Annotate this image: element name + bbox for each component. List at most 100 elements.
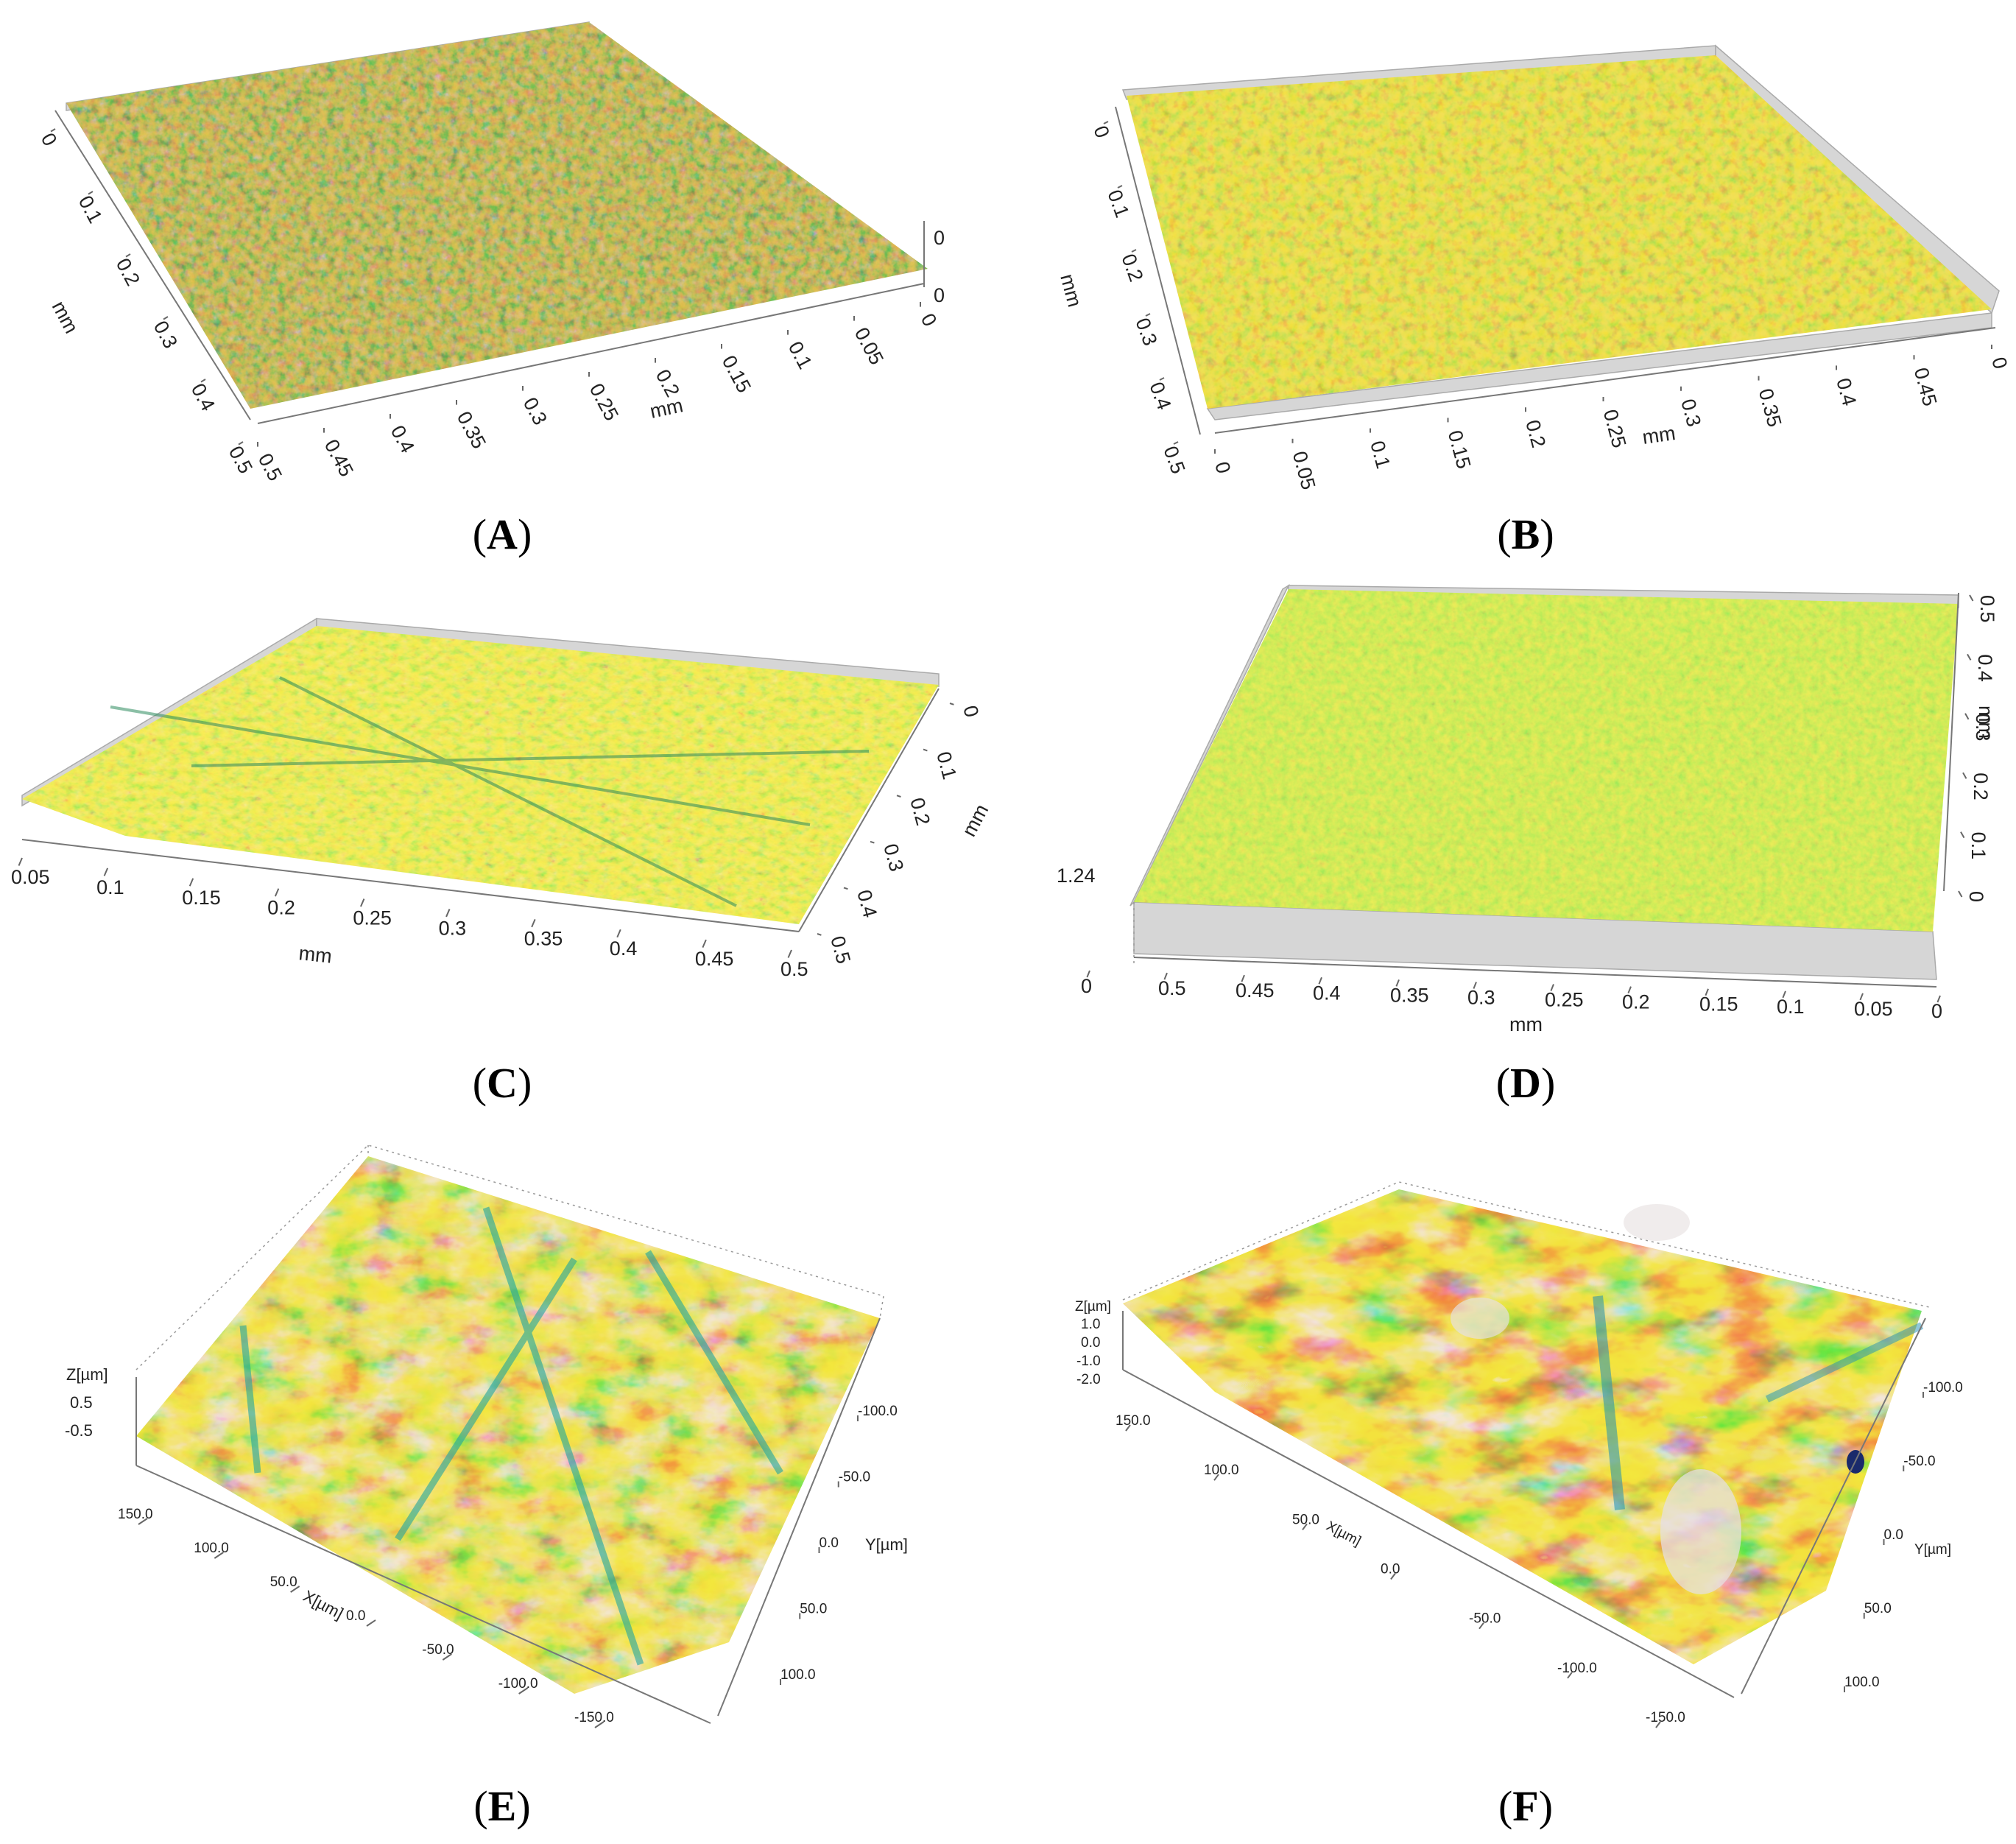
tick-right-c-mark-3 bbox=[870, 840, 875, 844]
tick-bottom-a-10: 0 bbox=[917, 310, 942, 330]
panel-caption-c: (C) bbox=[473, 1059, 532, 1107]
tick-right-d-0: 0.5 bbox=[1976, 595, 1998, 623]
tick-right-c-mark-4 bbox=[843, 887, 848, 890]
tick-left-a-5: 0.5 bbox=[225, 443, 257, 477]
z-axis-label-e: Z[µm] bbox=[66, 1365, 108, 1384]
panel-d: 0 0.5 0.45 0.4 0.35 0.3 0.25 0.2 0.15 0.1 0.05 0 0.… bbox=[1057, 583, 1998, 1107]
tick-labels-y-f: -100.0 -50.0 0.0 50.0 100.0 bbox=[1844, 1380, 1963, 1692]
tick-bottom-c-mark-8 bbox=[702, 939, 707, 949]
z-tick-f-3: -2.0 bbox=[1076, 1372, 1101, 1387]
tick-bottom-a-9: 0.05 bbox=[850, 324, 888, 368]
tick-x-e-mark-6 bbox=[594, 1721, 605, 1728]
tick-bottom-c-7: 0.4 bbox=[610, 937, 638, 960]
tick-bottom-c-mark-9 bbox=[787, 949, 792, 958]
tick-bottom-c-2: 0.15 bbox=[182, 887, 221, 909]
axis-left-a bbox=[54, 110, 251, 420]
z-label-d: 1.24 bbox=[1057, 865, 1096, 887]
tick-bottom-d-mark-3 bbox=[1318, 976, 1322, 985]
tick-x-e-mark-4 bbox=[442, 1653, 452, 1661]
tick-x-f-mark-6 bbox=[1655, 1721, 1661, 1728]
tick-bottom-c-mark-4 bbox=[360, 898, 365, 907]
tick-left-a-mark-0 bbox=[50, 128, 56, 133]
tick-right-c-mark-0 bbox=[949, 703, 954, 705]
tick-left-a-4: 0.4 bbox=[187, 380, 219, 415]
tick-right-d-mark-4 bbox=[1960, 831, 1965, 839]
tick-x-e-5: -100.0 bbox=[498, 1676, 538, 1692]
surface-map-d bbox=[1134, 589, 1959, 932]
z-tick-a-top: 0 bbox=[934, 227, 945, 249]
tick-bottom-d-mark-8 bbox=[1705, 988, 1709, 996]
z-axis-label-f: Z[µm] bbox=[1075, 1299, 1111, 1315]
axis-right-d bbox=[1943, 592, 1959, 892]
tick-x-e-4: -50.0 bbox=[422, 1642, 454, 1658]
tick-right-c-1: 0.1 bbox=[932, 749, 961, 781]
tick-bottom-c-mark-5 bbox=[445, 909, 451, 918]
panel-caption-f: (F) bbox=[1498, 1782, 1553, 1830]
tick-y-e-1: -50.0 bbox=[839, 1470, 870, 1485]
tick-bottom-c-8: 0.45 bbox=[695, 948, 734, 970]
tick-left-b-mark-0 bbox=[1103, 121, 1109, 124]
tick-x-f-mark-1 bbox=[1213, 1474, 1219, 1481]
axis-unit-left-a: mm bbox=[48, 298, 83, 337]
tick-bottom-c-mark-1 bbox=[103, 868, 109, 876]
tick-left-a-mark-2 bbox=[125, 253, 131, 258]
axis-left-b bbox=[1115, 106, 1201, 435]
axis-unit-bottom-b: mm bbox=[1641, 422, 1677, 448]
tick-right-d-mark-5 bbox=[1958, 890, 1963, 898]
tick-left-b-mark-4 bbox=[1159, 377, 1165, 381]
tick-bottom-d-4: 0.35 bbox=[1390, 984, 1429, 1006]
tick-bottom-a-8: 0.1 bbox=[784, 338, 817, 373]
tick-bottom-b-8: 0.4 bbox=[1832, 376, 1861, 408]
z-tick-f-0: 1.0 bbox=[1081, 1317, 1100, 1332]
tick-bottom-c-mark-3 bbox=[274, 888, 280, 897]
panel-b: 0 0.1 0.2 0.3 0.4 0.5 0 0.05 0.1 0.15 0.2 0.25 0.3 0… bbox=[1056, 44, 2012, 558]
tick-x-e-1: 100.0 bbox=[194, 1541, 229, 1556]
axis-unit-bottom-c: mm bbox=[297, 942, 333, 968]
tick-bottom-b-2: 0.1 bbox=[1366, 438, 1395, 471]
tick-bottom-d-8: 0.15 bbox=[1699, 993, 1738, 1016]
tick-bottom-d-1: 0.5 bbox=[1158, 977, 1186, 999]
x-axis-label-e: X[µm] bbox=[300, 1586, 347, 1622]
tick-bottom-b-6: 0.3 bbox=[1677, 397, 1705, 429]
tick-bottom-d-3: 0.4 bbox=[1313, 982, 1341, 1004]
tick-bottom-a-1: 0.45 bbox=[320, 436, 358, 480]
panel-c: 0.05 0.1 0.15 0.2 0.25 0.3 0.35 0.4 0.45 0.5 0 0.1… bbox=[11, 617, 993, 1107]
tick-x-f-6: -150.0 bbox=[1646, 1710, 1685, 1725]
tick-bottom-d-7: 0.2 bbox=[1622, 991, 1650, 1013]
tick-bottom-a-0: 0.5 bbox=[254, 450, 286, 485]
tick-x-f-3: 0.0 bbox=[1381, 1562, 1400, 1577]
tick-bottom-d-0: 0 bbox=[1081, 975, 1092, 997]
panel-f: 150.0 100.0 50.0 0.0 -50.0 -100.0 -150.0 -100.… bbox=[1075, 1181, 1963, 1830]
tick-x-f-0: 150.0 bbox=[1116, 1413, 1151, 1429]
tick-bottom-b-9: 0.45 bbox=[1910, 365, 1942, 409]
tick-bottom-c-1: 0.1 bbox=[96, 876, 124, 898]
tick-bottom-b-1: 0.05 bbox=[1289, 449, 1320, 493]
scratch-lines-e bbox=[239, 1206, 783, 1666]
tick-bottom-d-10: 0.05 bbox=[1854, 998, 1893, 1020]
tick-bottom-c-6: 0.35 bbox=[524, 927, 563, 949]
axis-unit-bottom-d: mm bbox=[1509, 1013, 1543, 1035]
axis-unit-bottom-a: mm bbox=[648, 394, 685, 423]
tick-bottom-d-mark-7 bbox=[1627, 986, 1632, 994]
scratch-lines-c bbox=[110, 676, 870, 907]
tick-bottom-a-2: 0.4 bbox=[387, 422, 419, 457]
tick-left-b-3: 0.3 bbox=[1131, 315, 1161, 349]
tick-right-d-mark-2 bbox=[1964, 713, 1970, 720]
surface-map-c bbox=[22, 626, 939, 924]
tick-bottom-c-9: 0.5 bbox=[780, 958, 808, 980]
tick-bottom-a-3: 0.35 bbox=[453, 408, 490, 452]
tick-right-c-4: 0.4 bbox=[853, 887, 881, 920]
tick-bottom-d-6: 0.25 bbox=[1545, 989, 1584, 1011]
tick-bottom-d-11: 0 bbox=[1931, 1000, 1942, 1022]
tick-x-f-5: -100.0 bbox=[1557, 1661, 1597, 1676]
tick-left-b-1: 0.1 bbox=[1103, 187, 1133, 221]
tick-right-c-mark-2 bbox=[896, 795, 901, 798]
tick-right-d-2: 0.3 bbox=[1972, 714, 1994, 742]
tick-y-f-2: 0.0 bbox=[1884, 1527, 1903, 1543]
tick-bottom-b-0: 0 bbox=[1210, 460, 1235, 476]
tick-y-e-4: 100.0 bbox=[780, 1667, 816, 1683]
tick-x-e-0: 150.0 bbox=[118, 1507, 153, 1522]
tick-left-b-4: 0.4 bbox=[1145, 379, 1175, 413]
tick-x-e-mark-1 bbox=[214, 1552, 224, 1559]
